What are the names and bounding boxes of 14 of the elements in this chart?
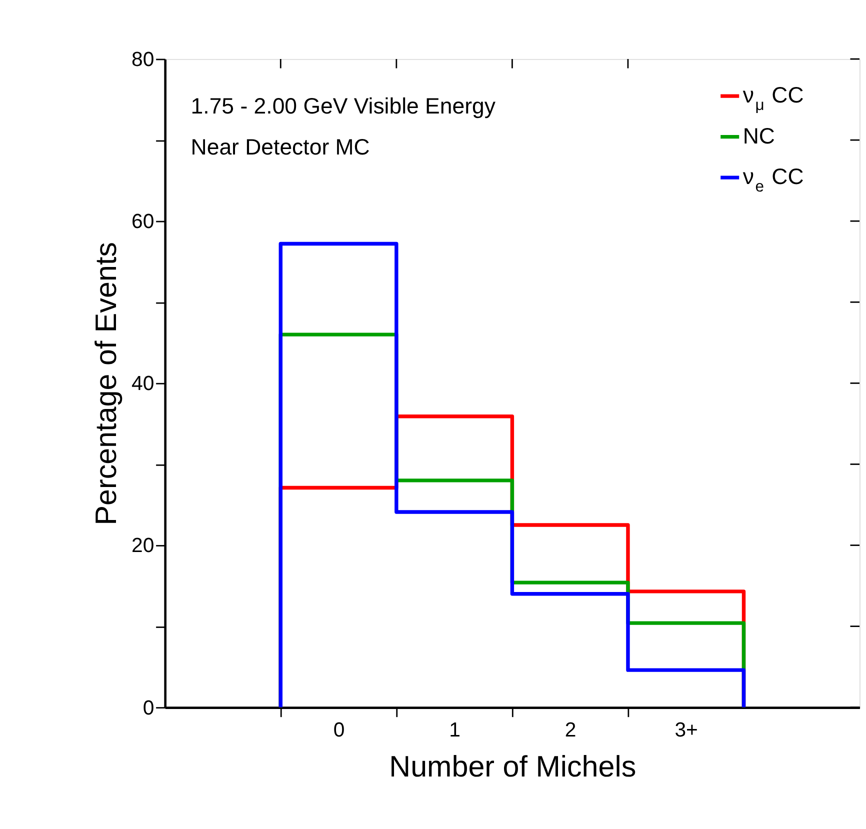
legend-label: NC xyxy=(742,123,775,148)
x-tick-label: 3+ xyxy=(674,720,698,742)
x-tick-label: 2 xyxy=(564,720,576,742)
annotation: 1.75 - 2.00 GeV Visible Energy xyxy=(190,94,496,119)
x-axis-title: Number of Michels xyxy=(389,750,636,784)
y-tick-label: 60 xyxy=(132,211,154,234)
x-tick-label: 1 xyxy=(449,720,460,742)
y-tick-label: 80 xyxy=(132,48,154,71)
y-tick-label: 20 xyxy=(132,535,154,558)
x-tick-label: 0 xyxy=(333,720,345,742)
annotation: Near Detector MC xyxy=(190,134,370,160)
y-tick-label: 40 xyxy=(132,373,154,396)
y-axis-title: Percentage of Events xyxy=(90,242,123,526)
y-tick-label: 0 xyxy=(142,697,154,720)
